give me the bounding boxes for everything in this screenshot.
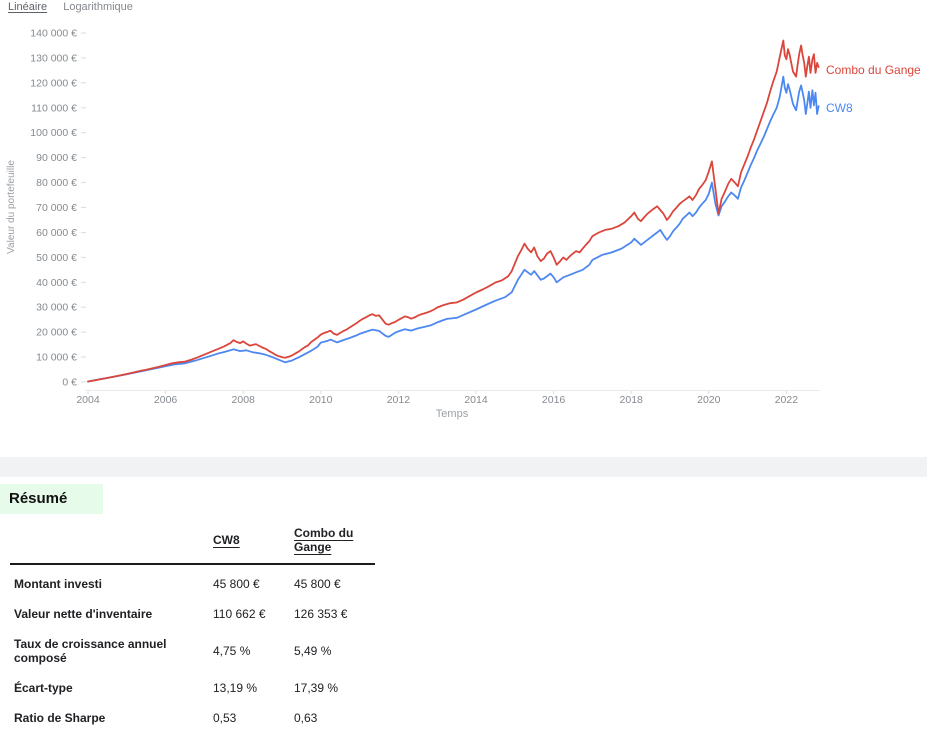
- section-divider-band: [0, 457, 927, 477]
- x-tick-label: 2010: [309, 394, 333, 406]
- series-line-cw8[interactable]: [87, 75, 820, 383]
- summary-table-body: Montant investi 45 800 € 45 800 € Valeur ne…: [10, 564, 375, 729]
- x-tick-label: 2016: [542, 394, 566, 406]
- y-tick-label: 60 000 €: [36, 227, 77, 239]
- x-tick-label: 2006: [154, 394, 178, 406]
- y-tick-label: 120 000 €: [30, 77, 77, 89]
- row-value: 0,53: [213, 711, 237, 725]
- row-label: Ratio de Sharpe: [14, 711, 106, 725]
- x-tick-label: 2018: [620, 394, 644, 406]
- table-row: Ratio de Sharpe 0,53 0,63: [10, 699, 375, 729]
- y-tick-label: 10 000 €: [36, 352, 77, 364]
- x-tick-label: 2014: [464, 394, 488, 406]
- row-value: 45 800 €: [213, 577, 260, 591]
- table-row: Taux de croissance annuel composé 4,75 % 5…: [10, 625, 375, 669]
- x-tick-label: 2012: [387, 394, 411, 406]
- col-header-combo-du-gange[interactable]: Combo du Gange: [294, 526, 354, 554]
- table-row: Écart-type 13,19 % 17,39 %: [10, 669, 375, 699]
- row-value: 5,49 %: [294, 644, 332, 658]
- table-row: Montant investi 45 800 € 45 800 €: [10, 564, 375, 595]
- row-value: 0,63: [294, 711, 318, 725]
- tab-logarithmique[interactable]: Logarithmique: [63, 1, 133, 13]
- row-value: 45 800 €: [294, 577, 341, 591]
- y-tick-label: 80 000 €: [36, 177, 77, 189]
- row-label: Valeur nette d'inventaire: [14, 607, 153, 621]
- empty-header-cell: [10, 526, 213, 564]
- y-tick-label: 100 000 €: [30, 127, 77, 139]
- y-tick-label: 140 000 €: [30, 28, 77, 40]
- y-axis-title: Valeur du portefeuille: [6, 160, 17, 254]
- row-label: Montant investi: [14, 577, 103, 591]
- table-row: Valeur nette d'inventaire 110 662 € 126 35…: [10, 595, 375, 625]
- row-value: 13,19 %: [213, 681, 258, 695]
- y-tick-label: 130 000 €: [30, 52, 77, 64]
- series-label-cw8: CW8: [826, 101, 853, 115]
- summary-heading: Résumé: [0, 484, 104, 514]
- x-axis-title: Temps: [436, 408, 469, 420]
- row-value: 110 662 €: [213, 607, 266, 621]
- y-tick-label: 0 €: [62, 377, 77, 389]
- y-tick-label: 40 000 €: [36, 277, 77, 289]
- row-value: 4,75 %: [213, 644, 251, 658]
- row-value: 126 353 €: [294, 607, 348, 621]
- y-tick-label: 110 000 €: [31, 102, 77, 114]
- summary-section: Résumé: [0, 484, 104, 514]
- x-tick-label: 2020: [697, 394, 721, 406]
- y-tick-label: 70 000 €: [36, 202, 77, 214]
- x-tick-label: 2008: [232, 394, 256, 406]
- scale-tabs: Linéaire Logarithmique: [8, 1, 146, 13]
- col-header-cw8[interactable]: CW8: [213, 533, 240, 547]
- series-line-combo-du-gange[interactable]: [87, 39, 820, 383]
- row-value: 17,39 %: [294, 681, 339, 695]
- x-tick-label: 2022: [775, 394, 799, 406]
- summary-header-row: CW8 Combo du Gange: [10, 526, 375, 564]
- y-tick-label: 90 000 €: [36, 152, 77, 164]
- x-tick-label: 2004: [76, 394, 100, 406]
- row-label: Écart-type: [14, 681, 73, 695]
- series-label-combo-du-gange: Combo du Gange: [826, 63, 921, 77]
- y-tick-label: 20 000 €: [36, 327, 77, 339]
- row-label: Taux de croissance annuel composé: [14, 637, 167, 665]
- y-tick-label: 30 000 €: [36, 302, 77, 314]
- portfolio-chart: 0 € 10 000 € 20 000 € 30 000 € 40 000 € 50 00…: [6, 28, 820, 420]
- tab-lineaire[interactable]: Linéaire: [8, 1, 48, 13]
- y-tick-label: 50 000 €: [36, 252, 77, 264]
- summary-table: CW8 Combo du Gange Montant investi 45 800…: [10, 526, 375, 729]
